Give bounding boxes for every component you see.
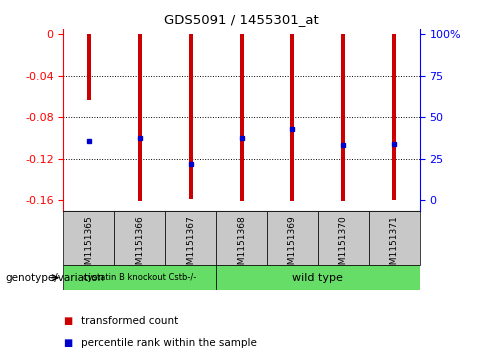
Text: GSM1151369: GSM1151369 <box>288 215 297 276</box>
Bar <box>240 34 244 201</box>
Bar <box>267 211 318 265</box>
Text: GSM1151366: GSM1151366 <box>135 215 144 276</box>
Bar <box>216 265 420 290</box>
Text: ■: ■ <box>63 316 73 326</box>
Bar <box>341 34 346 201</box>
Bar <box>63 211 114 265</box>
Bar <box>114 211 165 265</box>
Bar <box>165 211 216 265</box>
Text: GSM1151368: GSM1151368 <box>237 215 246 276</box>
Text: wild type: wild type <box>292 273 344 283</box>
Bar <box>318 211 369 265</box>
Text: GSM1151365: GSM1151365 <box>84 215 93 276</box>
Bar <box>216 211 267 265</box>
Bar <box>392 34 396 200</box>
Bar <box>369 211 420 265</box>
Bar <box>138 34 142 201</box>
Text: genotype/variation: genotype/variation <box>5 273 104 283</box>
Bar <box>63 265 216 290</box>
Text: GSM1151367: GSM1151367 <box>186 215 195 276</box>
Bar <box>189 34 193 199</box>
Text: transformed count: transformed count <box>81 316 178 326</box>
Bar <box>87 34 91 99</box>
Text: GSM1151370: GSM1151370 <box>339 215 348 276</box>
Text: percentile rank within the sample: percentile rank within the sample <box>81 338 256 348</box>
Text: cystatin B knockout Cstb-/-: cystatin B knockout Cstb-/- <box>83 273 196 282</box>
Bar <box>290 34 294 201</box>
Text: ■: ■ <box>63 338 73 348</box>
Text: GSM1151371: GSM1151371 <box>390 215 399 276</box>
Title: GDS5091 / 1455301_at: GDS5091 / 1455301_at <box>164 13 319 26</box>
